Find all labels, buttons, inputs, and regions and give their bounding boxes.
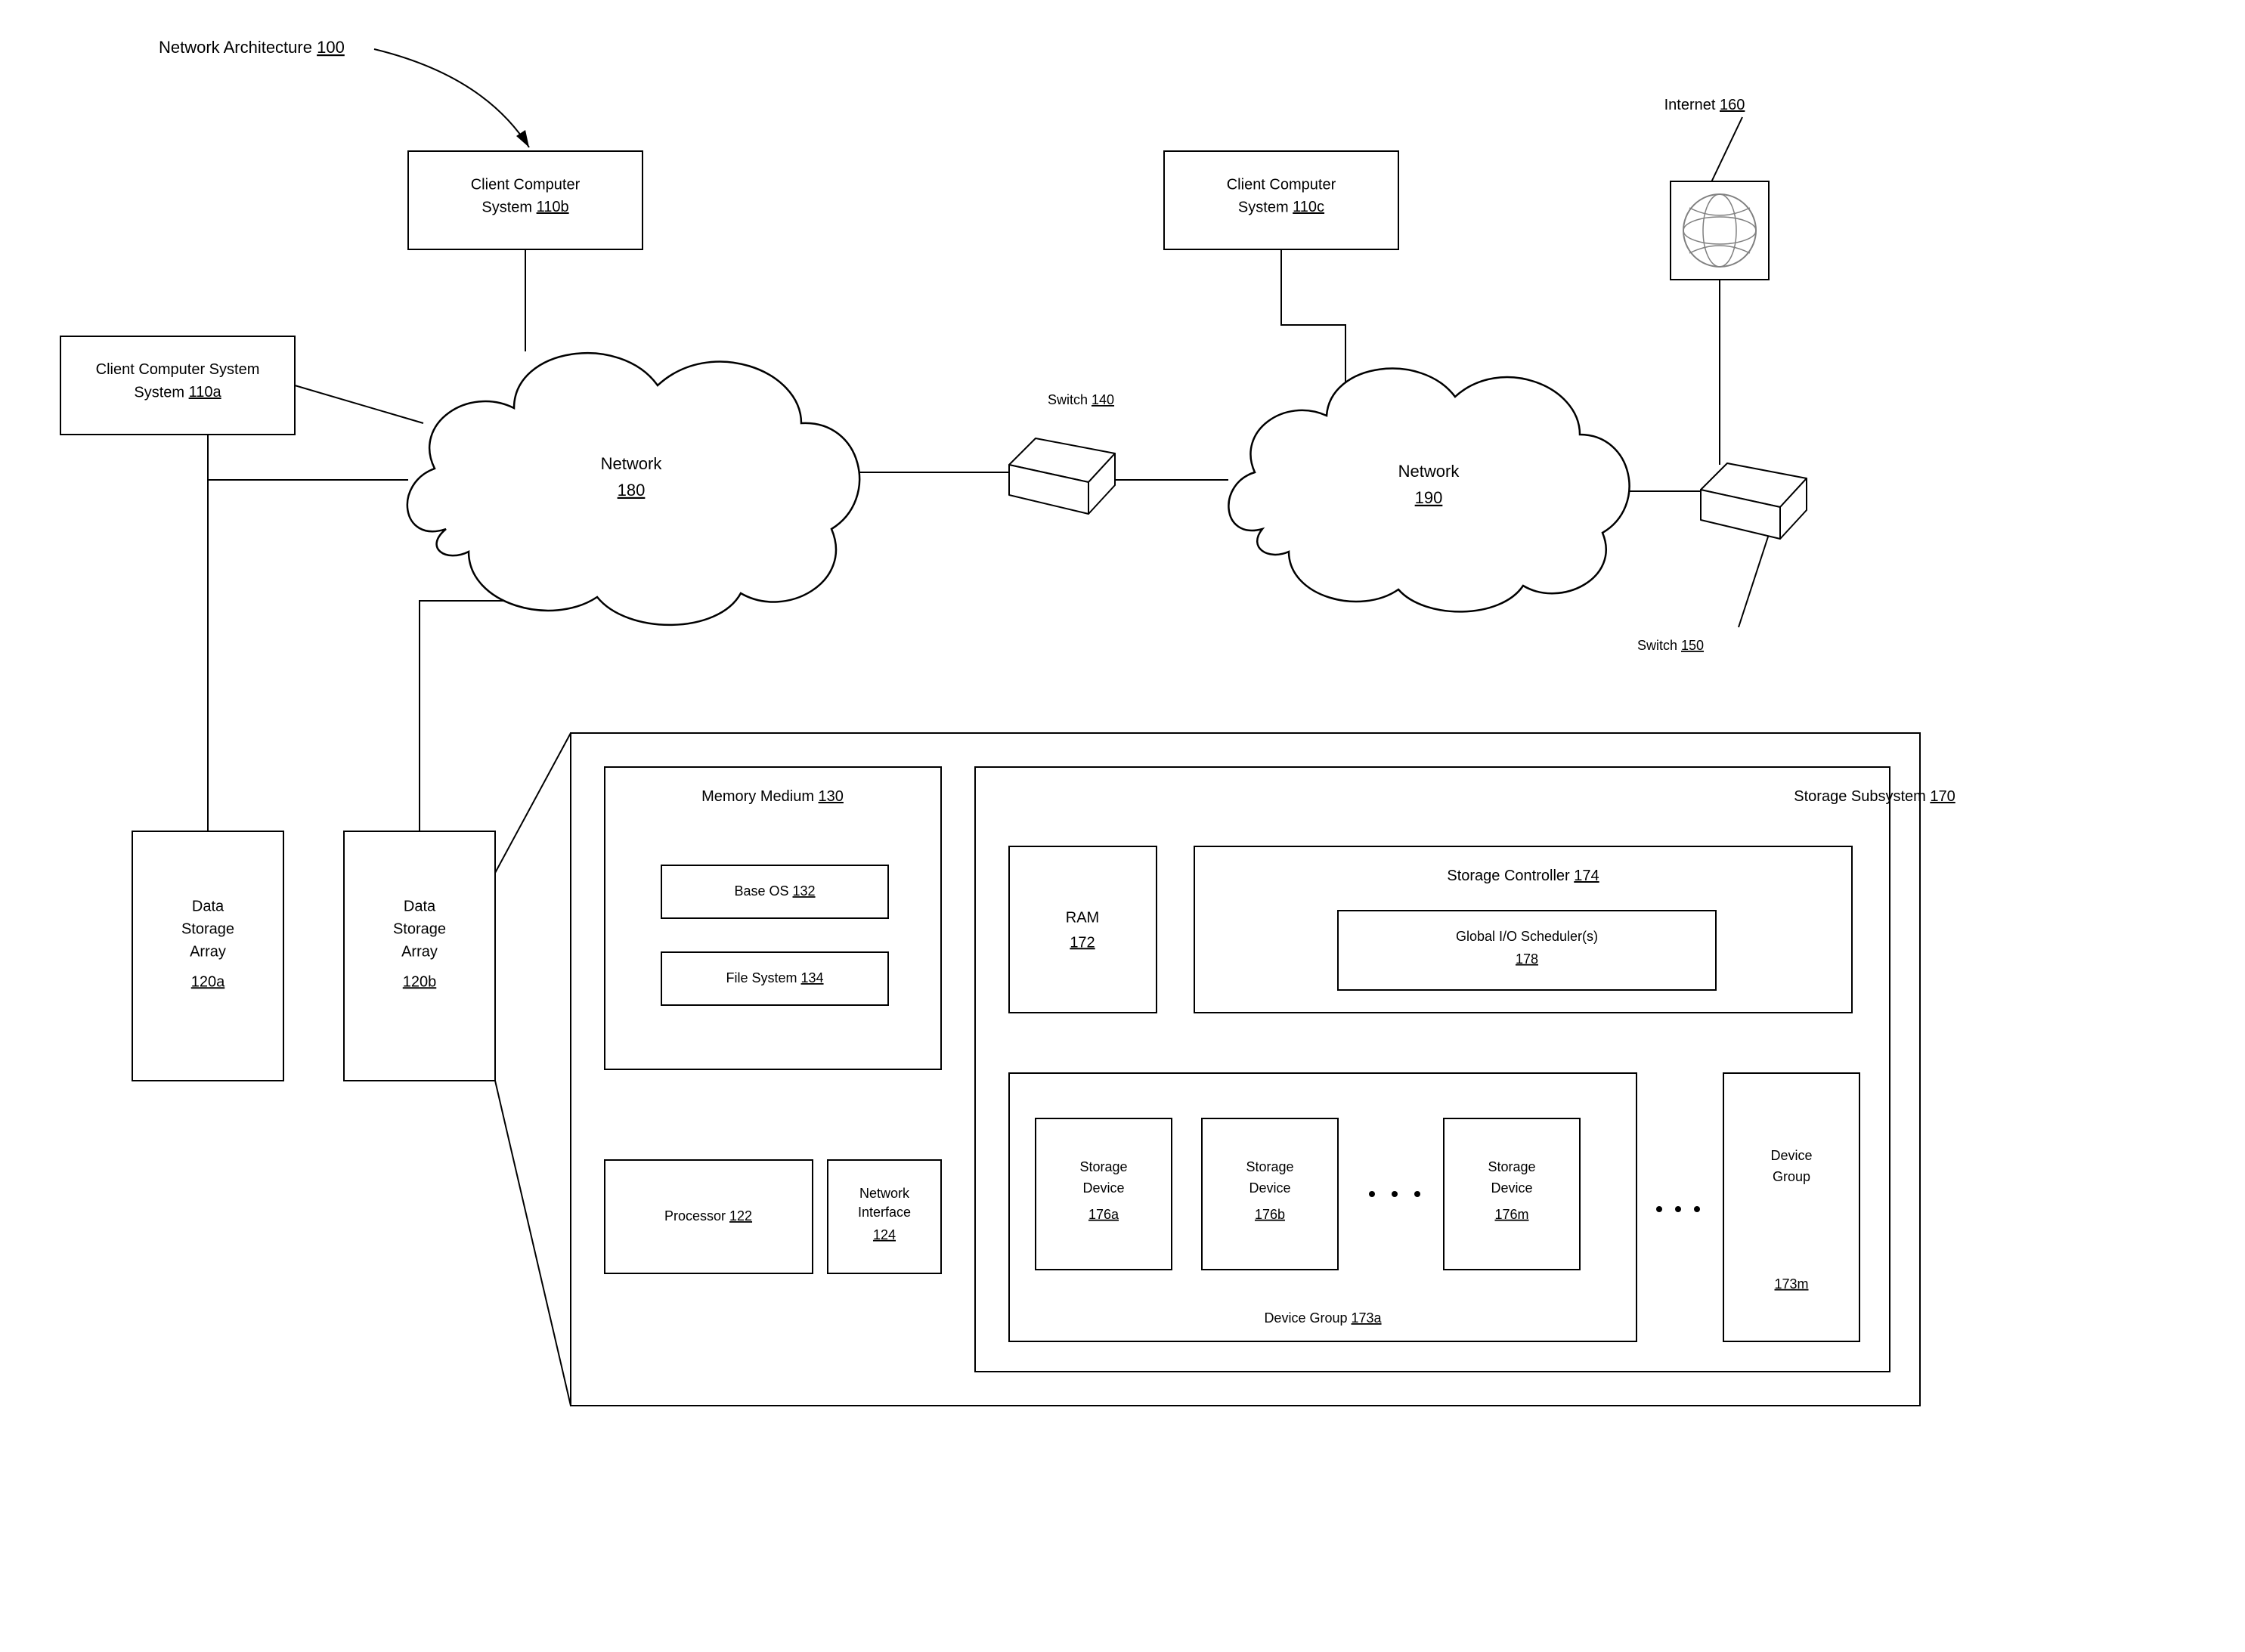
svg-text:Group: Group <box>1773 1169 1810 1184</box>
svg-text:Storage Subsystem 170: Storage Subsystem 170 <box>1794 788 1955 805</box>
svg-text:RAM: RAM <box>1066 909 1099 926</box>
edge-internet-label <box>1711 117 1742 184</box>
svg-text:System 110c: System 110c <box>1238 199 1324 215</box>
svg-text:Array: Array <box>401 943 438 960</box>
svg-text:Memory Medium 130: Memory Medium 130 <box>701 788 844 805</box>
svg-text:190: 190 <box>1415 488 1443 507</box>
svg-text:Base OS 132: Base OS 132 <box>734 883 815 899</box>
edge-client-c-cloud190 <box>1281 249 1345 382</box>
svg-text:172: 172 <box>1070 934 1095 951</box>
base-os: Base OS 132 <box>661 865 888 918</box>
switch-140: Switch 140 <box>1009 392 1115 514</box>
svg-text:180: 180 <box>618 481 646 500</box>
storage-controller: Storage Controller 174 Global I/O Schedu… <box>1194 846 1852 1013</box>
svg-text:Device: Device <box>1082 1180 1124 1196</box>
svg-text:Data: Data <box>404 898 436 914</box>
svg-text:Data: Data <box>192 898 224 914</box>
svg-text:124: 124 <box>873 1227 896 1242</box>
svg-text:Network: Network <box>859 1186 910 1201</box>
network-cloud-190: Network 190 <box>1228 369 1629 612</box>
storage-device-b: Storage Device 176b <box>1202 1118 1338 1270</box>
svg-text:Network: Network <box>601 454 663 473</box>
device-group-a: Device Group 173a Storage Device 176a St… <box>1009 1073 1637 1341</box>
svg-text:176b: 176b <box>1255 1207 1285 1222</box>
data-storage-array-a: Data Storage Array 120a <box>132 831 283 1081</box>
svg-text:Processor 122: Processor 122 <box>664 1208 752 1224</box>
data-storage-array-b: Data Storage Array 120b <box>344 831 495 1081</box>
ram: RAM 172 <box>1009 846 1157 1013</box>
svg-text:Interface: Interface <box>858 1205 911 1220</box>
client-computer-system-c: Client Computer System 110c <box>1164 151 1398 249</box>
edge-cloud180-dsa-b <box>420 601 533 831</box>
svg-text:Switch 140: Switch 140 <box>1048 392 1114 407</box>
svg-text:Global I/O Scheduler(s): Global I/O Scheduler(s) <box>1456 929 1598 944</box>
edge-dsa-b-detail-top <box>495 733 571 873</box>
edge-client-a-cloud180 <box>295 385 423 423</box>
svg-text:Client Computer: Client Computer <box>471 176 581 193</box>
storage-device-a: Storage Device 176a <box>1036 1118 1172 1270</box>
svg-text:Network Architecture 100: Network Architecture 100 <box>159 38 345 57</box>
edge-switch150-label <box>1739 527 1771 627</box>
svg-text:Device: Device <box>1249 1180 1290 1196</box>
svg-text:Client Computer: Client Computer <box>1227 176 1336 193</box>
title-ref: 100 <box>317 38 345 57</box>
svg-text:System 110a: System 110a <box>134 384 221 401</box>
svg-text:File System 134: File System 134 <box>726 970 823 985</box>
svg-text:Storage: Storage <box>393 920 446 937</box>
switch-150-icon <box>1701 463 1807 539</box>
svg-text:Device: Device <box>1770 1148 1812 1163</box>
network-architecture-diagram: Network Architecture 100 Client Computer… <box>0 0 2245 1652</box>
storage-device-m: Storage Device 176m <box>1444 1118 1580 1270</box>
svg-text:System 110b: System 110b <box>482 199 568 215</box>
storage-subsystem: Storage Subsystem 170 RAM 172 Storage Co… <box>975 767 1955 1372</box>
client-computer-system-a: Client Computer System System 110a <box>60 336 295 435</box>
internet-label: Internet 160 <box>1664 97 1745 113</box>
svg-text:120b: 120b <box>403 973 437 990</box>
title-arrow <box>374 49 529 147</box>
svg-text:120a: 120a <box>191 973 225 990</box>
memory-medium: Memory Medium 130 Base OS 132 File Syste… <box>605 767 941 1069</box>
file-system: File System 134 <box>661 952 888 1005</box>
device-group-m: Device Group 173m <box>1723 1073 1859 1341</box>
svg-text:Client Computer System: Client Computer System <box>96 361 260 378</box>
edge-dsa-b-detail-bottom <box>495 1081 571 1406</box>
svg-text:Storage Controller 174: Storage Controller 174 <box>1447 868 1599 884</box>
svg-text:Storage: Storage <box>1488 1159 1535 1174</box>
diagram-title: Network Architecture 100 <box>159 38 529 147</box>
svg-text:Storage: Storage <box>181 920 234 937</box>
svg-text:Device: Device <box>1491 1180 1532 1196</box>
svg-text:178: 178 <box>1516 951 1538 967</box>
title-text: Network Architecture <box>159 38 312 57</box>
internet-icon <box>1671 181 1769 280</box>
svg-text:Storage: Storage <box>1246 1159 1293 1174</box>
svg-text:176m: 176m <box>1494 1207 1528 1222</box>
svg-text:Network: Network <box>1398 462 1460 481</box>
svg-text:Switch 150: Switch 150 <box>1637 638 1704 653</box>
processor: Processor 122 <box>605 1160 813 1273</box>
svg-text:173m: 173m <box>1774 1276 1808 1292</box>
svg-text:Array: Array <box>190 943 226 960</box>
network-interface: Network Interface 124 <box>828 1160 941 1273</box>
global-io-scheduler: Global I/O Scheduler(s) 178 <box>1338 911 1716 990</box>
svg-text:Storage: Storage <box>1079 1159 1127 1174</box>
client-computer-system-b: Client Computer System 110b <box>408 151 643 249</box>
svg-text:Internet 160: Internet 160 <box>1664 97 1745 113</box>
network-cloud-180: Network 180 <box>407 353 859 625</box>
svg-text:Device Group 173a: Device Group 173a <box>1264 1310 1382 1326</box>
svg-text:176a: 176a <box>1088 1207 1119 1222</box>
switch-140-icon <box>1009 438 1115 514</box>
